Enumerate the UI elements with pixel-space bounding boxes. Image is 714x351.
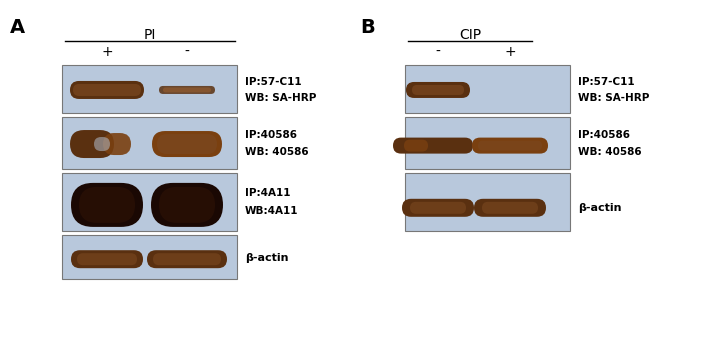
FancyBboxPatch shape: [62, 235, 237, 279]
Text: +: +: [101, 45, 113, 59]
Text: B: B: [360, 18, 375, 37]
FancyBboxPatch shape: [71, 183, 143, 227]
FancyBboxPatch shape: [153, 253, 221, 265]
Text: WB: 40586: WB: 40586: [245, 147, 308, 157]
FancyBboxPatch shape: [393, 138, 473, 154]
FancyBboxPatch shape: [94, 137, 110, 151]
FancyBboxPatch shape: [412, 85, 464, 95]
FancyBboxPatch shape: [405, 173, 570, 231]
Text: -: -: [184, 45, 189, 59]
FancyBboxPatch shape: [70, 130, 114, 158]
FancyBboxPatch shape: [62, 173, 237, 231]
Text: PI: PI: [144, 28, 156, 42]
FancyBboxPatch shape: [62, 65, 237, 113]
FancyBboxPatch shape: [152, 131, 222, 157]
FancyBboxPatch shape: [410, 202, 466, 214]
FancyBboxPatch shape: [472, 138, 548, 154]
Text: IP:57-C11: IP:57-C11: [578, 77, 635, 87]
Text: CIP: CIP: [459, 28, 481, 42]
FancyBboxPatch shape: [163, 87, 211, 92]
FancyBboxPatch shape: [406, 82, 470, 98]
FancyBboxPatch shape: [79, 187, 135, 223]
FancyBboxPatch shape: [482, 202, 538, 214]
FancyBboxPatch shape: [71, 250, 143, 268]
FancyBboxPatch shape: [157, 134, 217, 154]
FancyBboxPatch shape: [159, 86, 215, 94]
FancyBboxPatch shape: [73, 84, 141, 96]
Text: β-actin: β-actin: [578, 203, 621, 213]
Text: A: A: [10, 18, 25, 37]
Text: IP:40586: IP:40586: [245, 130, 297, 140]
FancyBboxPatch shape: [70, 81, 144, 99]
Text: IP:4A11: IP:4A11: [245, 188, 291, 198]
Text: WB:4A11: WB:4A11: [245, 206, 298, 216]
FancyBboxPatch shape: [478, 141, 542, 151]
FancyBboxPatch shape: [402, 199, 474, 217]
FancyBboxPatch shape: [405, 117, 570, 169]
Text: +: +: [504, 45, 516, 59]
FancyBboxPatch shape: [404, 140, 428, 152]
FancyBboxPatch shape: [474, 199, 546, 217]
FancyBboxPatch shape: [147, 250, 227, 268]
Text: IP:40586: IP:40586: [578, 130, 630, 140]
Text: WB: 40586: WB: 40586: [578, 147, 642, 157]
FancyBboxPatch shape: [62, 117, 237, 169]
Text: WB: SA-HRP: WB: SA-HRP: [578, 93, 649, 102]
FancyBboxPatch shape: [151, 183, 223, 227]
Text: β-actin: β-actin: [245, 253, 288, 263]
FancyBboxPatch shape: [405, 65, 570, 113]
FancyBboxPatch shape: [103, 133, 131, 155]
Text: IP:57-C11: IP:57-C11: [245, 77, 301, 87]
Text: -: -: [436, 45, 441, 59]
FancyBboxPatch shape: [159, 187, 215, 223]
Text: WB: SA-HRP: WB: SA-HRP: [245, 93, 316, 102]
FancyBboxPatch shape: [77, 253, 137, 265]
